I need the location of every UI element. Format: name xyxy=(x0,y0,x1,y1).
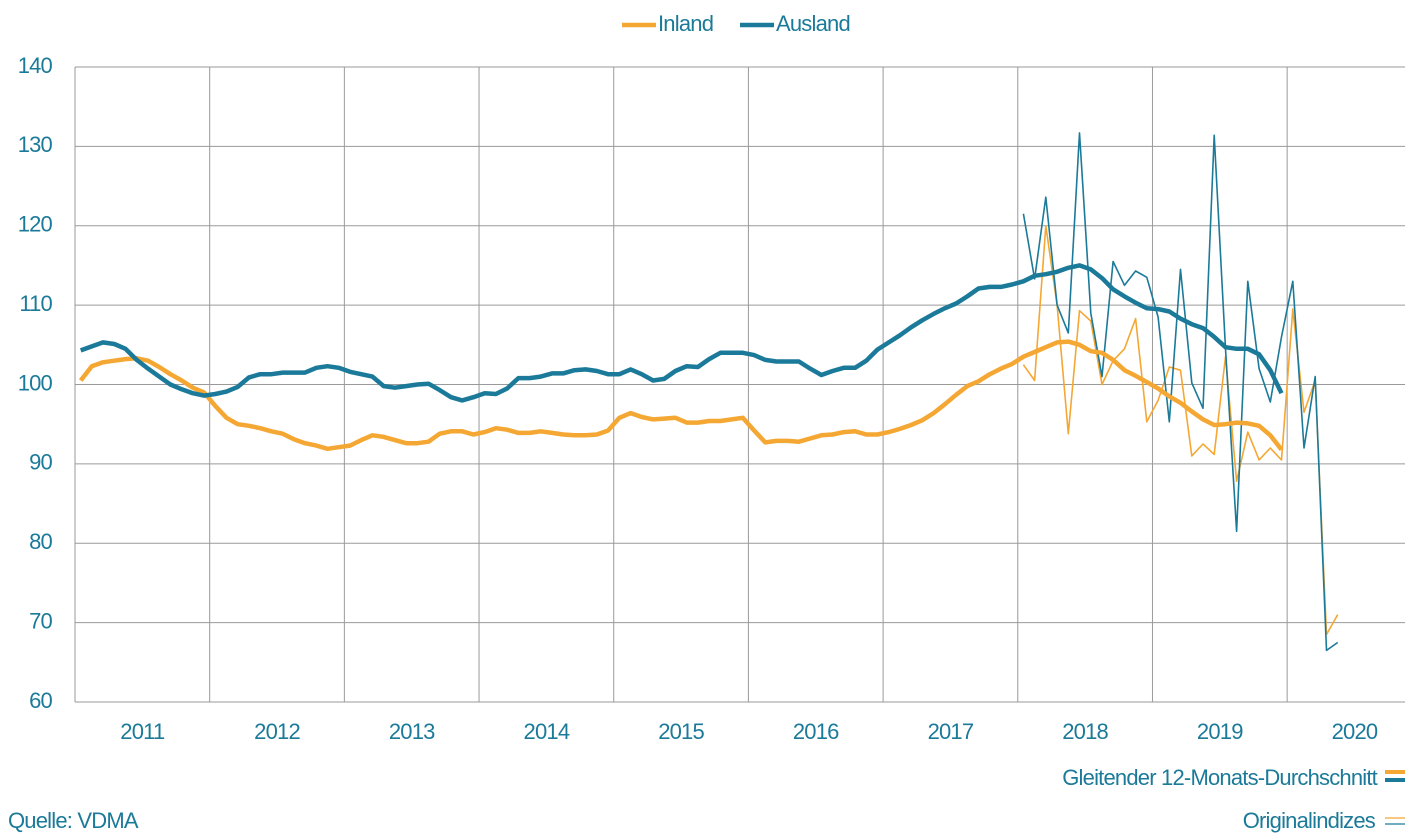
style-legend-swatch xyxy=(1385,770,1405,774)
y-tick-label: 90 xyxy=(29,450,52,475)
y-tick-label: 60 xyxy=(29,688,52,713)
x-tick-label: 2011 xyxy=(120,719,165,744)
x-tick-label: 2018 xyxy=(1062,719,1108,744)
x-tick-label: 2015 xyxy=(658,719,704,744)
source: Quelle: VDMA xyxy=(8,808,139,833)
x-tick-label: 2013 xyxy=(389,719,435,744)
original-line xyxy=(1022,132,1339,652)
y-tick-label: 100 xyxy=(18,370,53,395)
style-legend-label: Originalindizes xyxy=(1243,808,1376,833)
x-tick-label: 2019 xyxy=(1197,719,1243,744)
x-tick-label: 2017 xyxy=(928,719,974,744)
y-tick-label: 110 xyxy=(19,291,52,316)
x-tick-label: 2020 xyxy=(1332,719,1378,744)
series-line xyxy=(78,339,1284,452)
style-legend-label: Gleitender 12-Monats-Durchschnitt xyxy=(1062,765,1377,790)
y-tick-label: 130 xyxy=(18,132,53,157)
style-legend-swatch xyxy=(1385,778,1405,782)
series-line xyxy=(79,263,1284,403)
legend-label: Ausland xyxy=(776,11,850,36)
x-tick-label: 2014 xyxy=(524,719,570,744)
y-tick-label: 120 xyxy=(18,212,53,237)
x-tick-label: 2012 xyxy=(254,719,300,744)
y-tick-label: 140 xyxy=(18,53,53,78)
y-tick-label: 70 xyxy=(29,608,52,633)
x-tick-label: 2016 xyxy=(793,719,839,744)
y-tick-label: 80 xyxy=(29,529,52,554)
legend-label: Inland xyxy=(658,11,713,36)
original-line xyxy=(1022,225,1339,636)
